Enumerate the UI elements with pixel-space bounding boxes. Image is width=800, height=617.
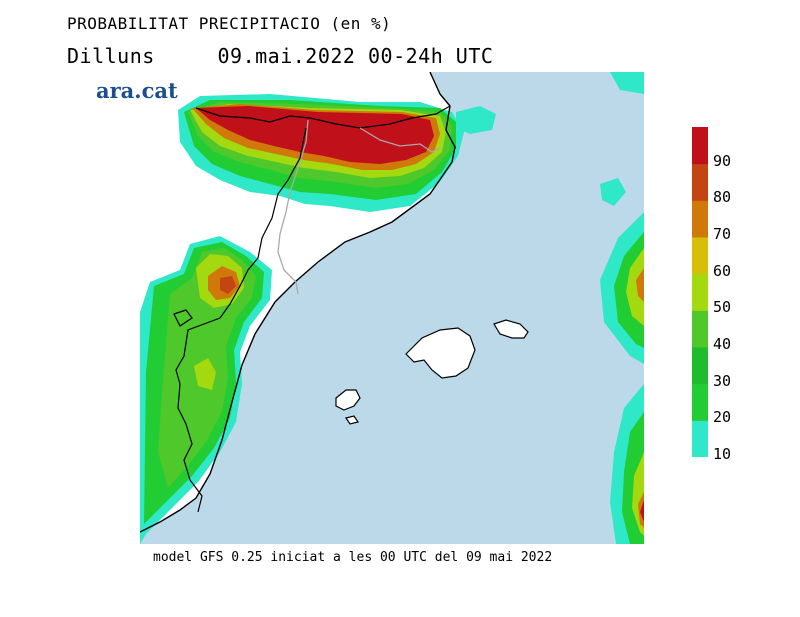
chart-subtitle: Dilluns 09.mai.2022 00-24h UTC bbox=[67, 44, 493, 68]
legend-label-90: 90 bbox=[713, 151, 732, 170]
logo-ara-cat[interactable]: ara.cat bbox=[96, 78, 178, 103]
border-interior-west bbox=[175, 127, 307, 513]
precipitation-map bbox=[140, 72, 644, 544]
legend-label-10: 10 bbox=[713, 445, 732, 463]
legend-swatch-50 bbox=[692, 273, 708, 311]
legend-label-20: 20 bbox=[713, 408, 732, 427]
legend-swatch-90 bbox=[692, 127, 708, 165]
chart-title: PROBABILITAT PRECIPITACIO (en %) bbox=[67, 14, 392, 33]
legend-swatch-40 bbox=[692, 310, 708, 348]
precip-eastern-cell bbox=[600, 212, 644, 364]
period-label: 09.mai.2022 00-24h UTC bbox=[217, 44, 494, 68]
legend-label-30: 30 bbox=[713, 371, 732, 390]
precip-pyrenees bbox=[178, 94, 464, 212]
legend-label-70: 70 bbox=[713, 225, 732, 243]
coastline bbox=[140, 72, 456, 533]
legend-label-80: 80 bbox=[713, 188, 732, 207]
legend-swatch-30 bbox=[692, 347, 708, 385]
color-legend bbox=[692, 127, 708, 457]
legend-swatch-60 bbox=[692, 237, 708, 275]
island-menorca bbox=[493, 319, 529, 339]
legend-swatch-10 bbox=[692, 420, 708, 457]
legend-label-50: 50 bbox=[713, 298, 732, 317]
border-catalonia-aragon bbox=[277, 119, 309, 295]
day-label: Dilluns bbox=[67, 44, 155, 68]
border-valencia bbox=[173, 309, 193, 327]
legend-swatch-20 bbox=[692, 383, 708, 421]
precip-small-cell bbox=[600, 178, 626, 206]
legend-label-60: 60 bbox=[713, 261, 732, 280]
precip-gulf-cell bbox=[456, 106, 496, 134]
legend-swatch-70 bbox=[692, 200, 708, 238]
model-run-footer: model GFS 0.25 iniciat a les 00 UTC del … bbox=[153, 550, 553, 565]
island-formentera bbox=[345, 415, 359, 425]
border-france-region bbox=[359, 127, 441, 153]
legend-swatch-80 bbox=[692, 163, 708, 201]
precip-southeast-cell bbox=[610, 384, 644, 544]
island-eivissa bbox=[335, 389, 361, 411]
legend-label-40: 40 bbox=[713, 335, 732, 353]
border-france-spain bbox=[195, 105, 451, 129]
precip-iberian-system bbox=[140, 236, 272, 544]
island-mallorca bbox=[405, 327, 476, 379]
precip-north-cell bbox=[610, 72, 644, 94]
